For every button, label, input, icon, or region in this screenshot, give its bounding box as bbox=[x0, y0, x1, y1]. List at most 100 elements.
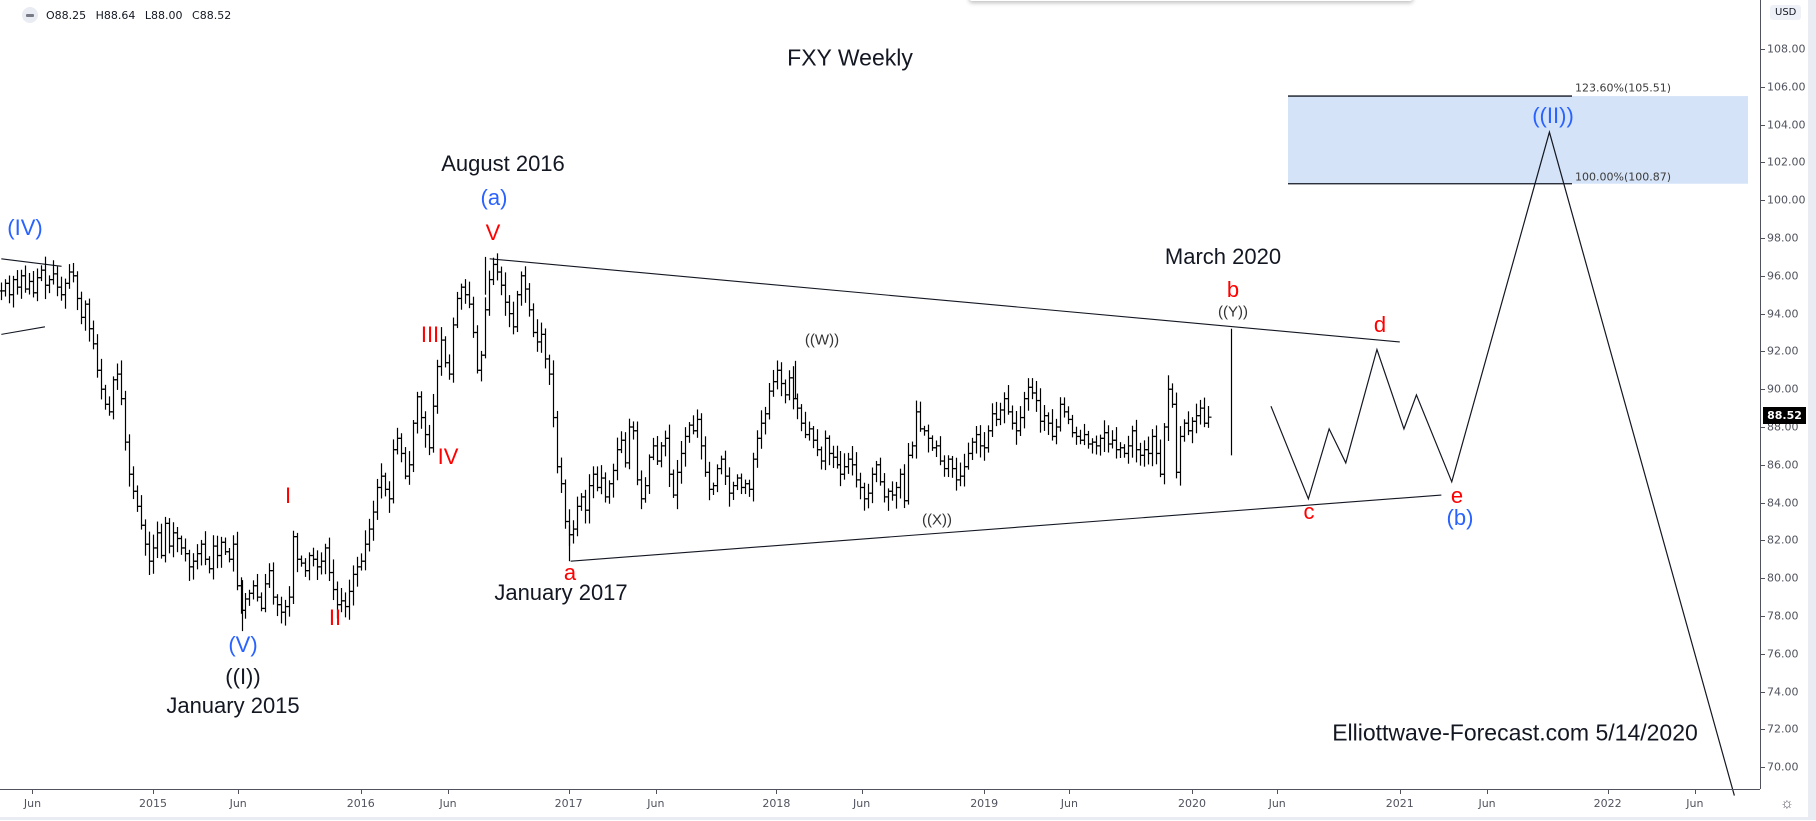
price-tick-label: 82.00 bbox=[1767, 533, 1799, 547]
wave-label: I bbox=[284, 483, 292, 508]
price-tick bbox=[1760, 427, 1765, 428]
price-tick bbox=[1760, 313, 1765, 315]
time-tick bbox=[776, 790, 778, 794]
price-tick-label: 78.00 bbox=[1767, 609, 1799, 623]
price-tick bbox=[1760, 124, 1765, 126]
price-tick bbox=[1760, 729, 1765, 731]
price-tick-label: 70.00 bbox=[1767, 760, 1799, 774]
wave-label: (b) bbox=[1446, 505, 1474, 530]
time-tick bbox=[984, 790, 986, 794]
minus-circle-icon[interactable] bbox=[22, 7, 38, 23]
time-tick-label: Jun bbox=[853, 797, 871, 810]
time-axis[interactable] bbox=[0, 789, 1760, 821]
time-tick-label: Jun bbox=[647, 797, 665, 810]
time-tick-label: 2020 bbox=[1178, 797, 1206, 810]
time-tick-label: Jun bbox=[1268, 797, 1286, 810]
ohlc-bars bbox=[0, 253, 1233, 632]
price-tick-label: 86.00 bbox=[1767, 458, 1799, 472]
wave-label: c bbox=[1303, 499, 1315, 524]
fib-extension-zone bbox=[1288, 95, 1748, 185]
fib-level-label: 100.00%(100.87) bbox=[1575, 170, 1672, 184]
time-tick bbox=[1192, 790, 1193, 794]
price-tick bbox=[1760, 502, 1765, 504]
time-tick bbox=[238, 790, 240, 794]
price-tick-label: 74.00 bbox=[1767, 685, 1799, 699]
price-tick-label: 94.00 bbox=[1767, 307, 1799, 321]
wave-label: ((I)) bbox=[225, 664, 261, 689]
wave-label: ((W)) bbox=[804, 331, 840, 349]
price-tick bbox=[1760, 767, 1765, 769]
price-tick bbox=[1760, 86, 1765, 88]
time-tick bbox=[1277, 790, 1279, 794]
wave-label: b bbox=[1226, 277, 1240, 302]
time-tick-label: Jun bbox=[23, 797, 42, 810]
price-tick-label: 80.00 bbox=[1767, 571, 1799, 585]
time-tick bbox=[1399, 790, 1401, 794]
open-value: O88.25 bbox=[46, 8, 87, 22]
time-tick-label: 2015 bbox=[139, 797, 167, 810]
price-tick bbox=[1760, 691, 1765, 693]
price-tick-label: 98.00 bbox=[1767, 231, 1799, 245]
time-tick bbox=[1069, 790, 1071, 794]
price-tick-label: 92.00 bbox=[1767, 344, 1799, 358]
time-tick bbox=[655, 790, 657, 794]
price-tick bbox=[1760, 49, 1765, 50]
wave-label: IV bbox=[437, 444, 459, 469]
price-tick-label: 72.00 bbox=[1767, 722, 1799, 736]
price-tick-label: 102.00 bbox=[1767, 155, 1806, 169]
chart-title: FXY Weekly bbox=[787, 44, 913, 71]
price-tick-label: 106.00 bbox=[1767, 80, 1806, 94]
time-tick-label: Jun bbox=[1478, 797, 1496, 810]
time-tick-label: 2022 bbox=[1593, 797, 1622, 810]
price-tick-label: 90.00 bbox=[1767, 382, 1799, 396]
wave-label: January 2015 bbox=[166, 693, 300, 718]
wave-label: (a) bbox=[480, 185, 508, 210]
wave-label: III bbox=[420, 322, 440, 347]
wave-label: e bbox=[1450, 483, 1464, 508]
price-axis[interactable] bbox=[1760, 0, 1816, 789]
fib-level-label: 123.60%(105.51) bbox=[1575, 81, 1672, 95]
price-tick bbox=[1760, 653, 1765, 655]
price-tick bbox=[1760, 616, 1765, 617]
wave-label: V bbox=[485, 220, 501, 245]
time-tick-label: 2017 bbox=[554, 797, 583, 810]
wave-label: (V) bbox=[228, 632, 258, 657]
price-tick bbox=[1760, 464, 1765, 466]
wave-label: II bbox=[328, 605, 342, 630]
time-tick bbox=[1487, 790, 1489, 794]
time-tick-label: 2021 bbox=[1385, 797, 1414, 810]
watermark: Elliottwave-Forecast.com 5/14/2020 bbox=[1332, 719, 1698, 746]
close-value: C88.52 bbox=[192, 8, 232, 22]
settings-gear-icon[interactable]: ☼ bbox=[1780, 795, 1794, 812]
price-tick-label: 100.00 bbox=[1767, 193, 1806, 207]
wave-label: ((Y)) bbox=[1218, 303, 1248, 321]
wave-label: d bbox=[1373, 312, 1387, 337]
low-value: L88.00 bbox=[144, 8, 183, 22]
price-tick bbox=[1760, 351, 1765, 353]
wave-label: March 2020 bbox=[1164, 244, 1282, 269]
price-tick bbox=[1760, 200, 1765, 202]
time-tick-label: Jun bbox=[1060, 797, 1078, 810]
price-tick-label: 96.00 bbox=[1767, 269, 1799, 283]
price-tick-label: 108.00 bbox=[1767, 42, 1806, 56]
time-tick bbox=[153, 790, 154, 794]
bottom-strip bbox=[0, 817, 1816, 820]
price-tick bbox=[1760, 275, 1765, 277]
time-tick-label: Jun bbox=[229, 797, 247, 810]
time-tick-label: Jun bbox=[1686, 797, 1704, 810]
wave-label: August 2016 bbox=[441, 151, 565, 176]
currency-badge[interactable]: USD bbox=[1770, 5, 1802, 20]
wave-label: January 2017 bbox=[494, 580, 628, 605]
time-tick-label: 2019 bbox=[970, 797, 999, 810]
price-tick bbox=[1760, 389, 1765, 391]
time-tick bbox=[1607, 790, 1609, 794]
price-tick bbox=[1760, 578, 1765, 580]
wave-label: ((II)) bbox=[1532, 103, 1574, 128]
right-scroll-strip bbox=[1808, 0, 1816, 820]
time-tick-label: 2016 bbox=[346, 797, 375, 810]
floating-toolbar-edge bbox=[969, 0, 1413, 1]
time-tick bbox=[360, 790, 362, 794]
trendlines bbox=[1, 258, 1442, 562]
ohlc-legend: O88.25 H88.64 L88.00 C88.52 bbox=[22, 7, 237, 23]
